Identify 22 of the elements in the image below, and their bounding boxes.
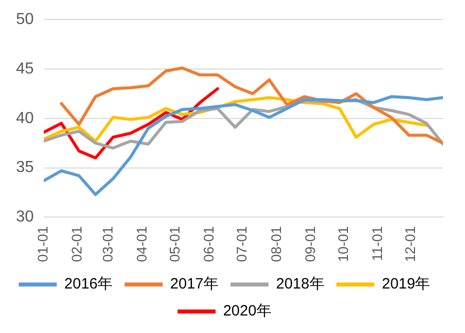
x-tick-label: 04-01	[134, 226, 150, 262]
legend-label: 2020年	[223, 302, 272, 320]
legend-label: 2017年	[170, 276, 219, 293]
x-tick-label: 10-01	[334, 226, 351, 262]
x-tick-label: 03-01	[100, 226, 116, 262]
y-tick-label: 30	[16, 208, 34, 226]
x-tick-label: 05-01	[166, 226, 183, 262]
x-tick-label: 02-01	[68, 226, 85, 262]
x-tick-label: 07-01	[234, 226, 250, 262]
legend-label: 2019年	[382, 276, 430, 293]
x-tick-label: 01-01	[34, 226, 51, 262]
y-tick-label: 40	[16, 110, 34, 127]
y-tick-label: 35	[16, 159, 34, 176]
x-tick-label: 08-01	[268, 226, 284, 262]
y-tick-label: 45	[16, 60, 34, 78]
legend-label: 2016年	[64, 276, 113, 293]
x-tick-label: 09-01	[302, 226, 318, 262]
x-tick-label: 06-01	[200, 226, 217, 262]
legend-label: 2018年	[276, 276, 324, 293]
x-tick-label: 12-01	[402, 226, 418, 262]
x-tick-label: 11-01	[368, 226, 385, 261]
y-tick-label: 50	[16, 11, 34, 28]
